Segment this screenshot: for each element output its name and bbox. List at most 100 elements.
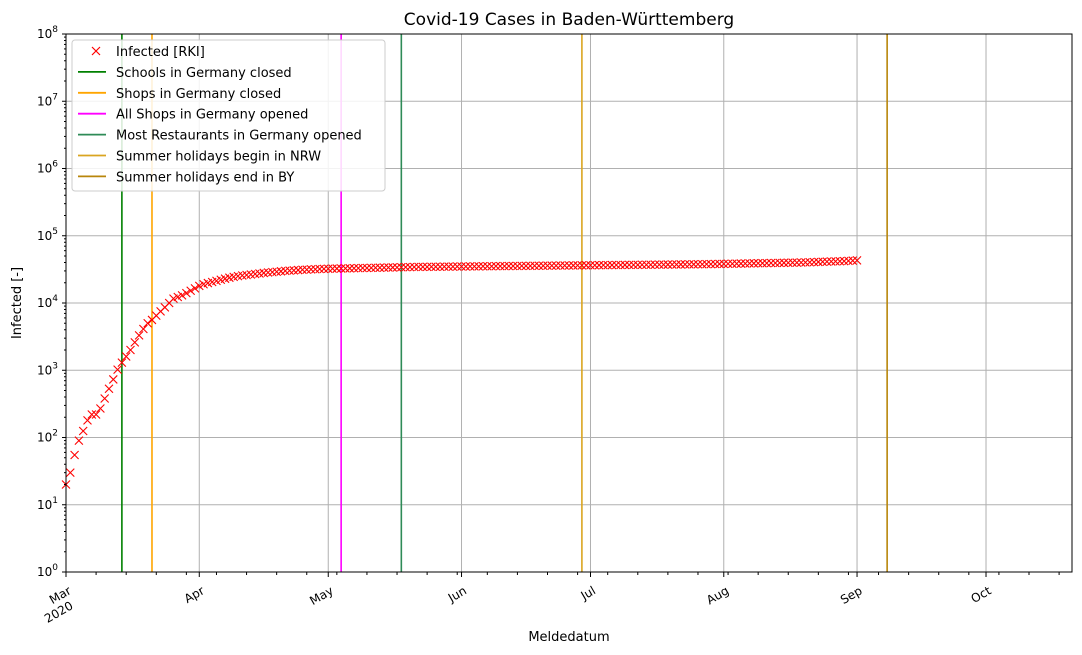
data-point <box>117 358 127 367</box>
data-point <box>310 264 320 274</box>
data-point <box>770 258 780 268</box>
data-point <box>285 266 294 276</box>
data-point <box>405 262 415 272</box>
data-point <box>83 415 92 425</box>
data-point <box>594 260 604 270</box>
data-point <box>272 267 282 277</box>
data-point <box>65 468 75 478</box>
data-point <box>818 257 828 267</box>
data-point <box>831 256 840 266</box>
data-point <box>388 263 398 272</box>
data-point <box>603 260 613 270</box>
data-point <box>306 265 316 274</box>
y-axis-title: Infected [-] <box>10 267 25 339</box>
data-point <box>358 263 368 273</box>
data-point <box>482 261 492 271</box>
data-point <box>796 258 806 267</box>
data-point <box>465 262 475 271</box>
data-point <box>353 263 363 273</box>
data-point <box>577 260 587 270</box>
data-point <box>822 257 832 267</box>
legend-label: Infected [RKI] <box>116 45 205 60</box>
data-point <box>401 262 411 272</box>
data-point <box>788 258 797 268</box>
data-point <box>680 260 690 269</box>
data-point <box>289 265 299 275</box>
data-point <box>186 286 196 296</box>
data-point <box>534 261 544 271</box>
data-point <box>667 260 677 269</box>
data-point <box>620 260 630 270</box>
x-tick-label: Apr <box>182 583 207 606</box>
data-point <box>427 262 436 272</box>
data-point <box>478 261 488 271</box>
data-point <box>500 261 509 271</box>
data-point <box>676 260 686 269</box>
data-point <box>315 264 325 274</box>
data-point <box>78 426 88 436</box>
legend-label: All Shops in Germany opened <box>116 108 308 123</box>
data-point <box>448 262 458 271</box>
data-point <box>126 345 135 355</box>
data-point <box>530 261 539 271</box>
data-point <box>435 262 445 272</box>
data-point <box>457 262 466 271</box>
data-point <box>525 261 535 271</box>
data-point <box>740 259 750 268</box>
data-point <box>371 263 380 273</box>
data-point <box>323 264 333 274</box>
data-point <box>474 261 484 271</box>
data-point <box>779 258 789 268</box>
data-point <box>100 394 110 403</box>
data-point <box>91 410 101 419</box>
data-point <box>560 261 570 270</box>
data-point <box>521 261 531 271</box>
data-point <box>491 261 501 271</box>
data-point <box>568 261 578 270</box>
data-point <box>143 318 153 328</box>
data-point <box>805 257 815 267</box>
data-point <box>444 262 454 272</box>
data-point <box>547 261 557 271</box>
data-point <box>138 324 148 334</box>
data-point <box>108 375 118 384</box>
data-point <box>298 265 307 275</box>
data-point <box>134 330 144 340</box>
y-tick-label: 108 <box>37 25 58 41</box>
data-point <box>659 260 668 269</box>
data-point <box>452 262 462 271</box>
data-point <box>461 262 471 271</box>
data-point <box>629 260 638 270</box>
x-tick-label: May <box>307 583 335 608</box>
data-point <box>551 261 561 270</box>
data-point <box>702 259 711 269</box>
data-point <box>328 264 337 274</box>
data-point <box>706 259 716 269</box>
data-point <box>684 259 694 269</box>
y-tick-label: 101 <box>37 496 58 512</box>
data-point <box>121 352 131 361</box>
y-tick-label: 105 <box>37 227 58 243</box>
data-point <box>375 263 385 273</box>
legend-box <box>71 39 386 192</box>
data-point <box>362 263 372 273</box>
data-point <box>513 261 522 271</box>
data-point <box>242 270 251 280</box>
data-point <box>517 261 527 271</box>
data-point <box>745 259 754 268</box>
data-point <box>697 259 707 269</box>
x-tick-label: Sep <box>838 583 865 606</box>
x-axis-title: Meldedatum <box>528 630 609 645</box>
data-point <box>332 264 342 273</box>
data-point <box>611 260 621 270</box>
y-tick-label: 100 <box>37 563 58 579</box>
data-point <box>663 260 673 269</box>
data-point <box>113 365 122 375</box>
data-point <box>641 260 651 270</box>
data-point <box>319 264 329 274</box>
data-point <box>379 263 389 272</box>
data-point <box>487 261 497 271</box>
data-point <box>302 265 312 274</box>
